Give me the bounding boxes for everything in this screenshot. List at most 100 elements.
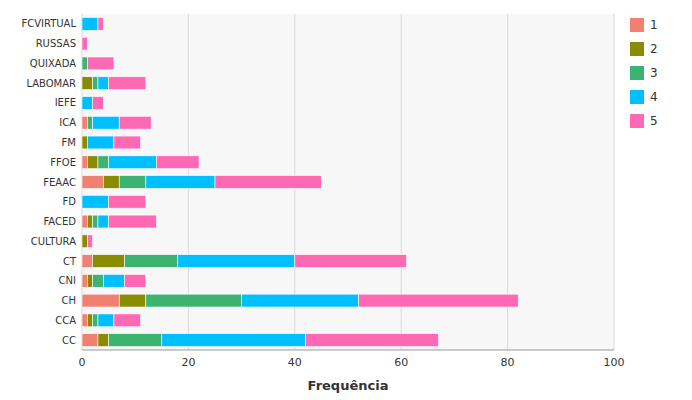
bar-segment	[82, 116, 87, 129]
category-label: IEFE	[55, 97, 76, 108]
x-axis-line	[82, 350, 614, 351]
legend-swatch	[630, 42, 644, 56]
category-label: CULTURA	[31, 236, 76, 247]
x-tick-label: 60	[394, 356, 408, 369]
bar-segment	[305, 334, 438, 347]
legend-label: 1	[650, 18, 658, 32]
bar-segment	[119, 176, 146, 189]
bar-segment	[109, 77, 146, 90]
legend-label: 5	[650, 114, 658, 128]
bar-segment	[114, 314, 141, 327]
category-label: FM	[62, 137, 76, 148]
bar-segment	[93, 116, 120, 129]
x-axis: 020406080100	[79, 350, 625, 369]
bar-segment	[98, 77, 109, 90]
bar-segment	[87, 274, 92, 287]
bar-segment	[82, 156, 87, 169]
x-tick-label: 100	[604, 356, 625, 369]
bar-segment	[98, 314, 114, 327]
bar-segment	[87, 314, 92, 327]
bar-segment	[82, 37, 87, 50]
bar-segment	[146, 176, 215, 189]
bar-segment	[156, 156, 199, 169]
category-label: CC	[62, 335, 76, 346]
category-label: QUIXADA	[30, 58, 76, 69]
category-label: FACED	[44, 216, 77, 227]
bar-segment	[82, 176, 103, 189]
bar-segment	[109, 195, 146, 208]
category-label: RUSSAS	[36, 38, 76, 49]
bar-segment	[87, 215, 92, 228]
category-label: CNI	[59, 275, 76, 286]
bar-segment	[103, 274, 124, 287]
bar-segment	[93, 97, 104, 110]
bar-segment	[82, 77, 93, 90]
bar-segment	[93, 274, 104, 287]
bar-segment	[82, 215, 87, 228]
bar-segment	[109, 215, 157, 228]
bar-segment	[178, 255, 295, 268]
legend-swatch	[630, 90, 644, 104]
category-label: FEAAC	[43, 177, 76, 188]
bar-segment	[125, 255, 178, 268]
x-tick-label: 80	[501, 356, 515, 369]
bar-segment	[295, 255, 407, 268]
bar-segment	[146, 294, 242, 307]
legend: 12345	[630, 18, 658, 128]
x-axis-label: Frequência	[308, 378, 389, 393]
bar-segment	[359, 294, 519, 307]
series-3	[82, 17, 359, 346]
bar-segment	[119, 116, 151, 129]
chart-container: 020406080100FrequênciaFCVIRTUALRUSSASQUI…	[0, 0, 692, 400]
series-2	[82, 57, 242, 347]
legend-swatch	[630, 18, 644, 32]
bar-segment	[98, 156, 109, 169]
plot-background	[82, 14, 614, 350]
bar-segment	[82, 195, 109, 208]
category-label: LABOMAR	[26, 78, 76, 89]
bar-segment	[93, 255, 125, 268]
bar-segment	[119, 294, 146, 307]
series-0	[82, 116, 119, 346]
legend-swatch	[630, 114, 644, 128]
bars	[82, 17, 518, 346]
category-label: ICA	[59, 117, 76, 128]
bar-segment	[82, 57, 87, 70]
category-label: CT	[63, 256, 77, 267]
category-label: CCA	[55, 315, 76, 326]
bar-segment	[82, 274, 87, 287]
legend-swatch	[630, 66, 644, 80]
bar-segment	[82, 314, 87, 327]
bar-segment	[103, 176, 119, 189]
chart: 020406080100FrequênciaFCVIRTUALRUSSASQUI…	[0, 0, 692, 400]
bar-segment	[215, 176, 321, 189]
bar-segment	[125, 274, 146, 287]
bar-segment	[82, 136, 87, 149]
bar-segment	[82, 17, 98, 30]
category-label: FFOE	[50, 157, 76, 168]
grid-line	[614, 14, 615, 350]
category-label: CH	[61, 295, 76, 306]
bar-segment	[87, 136, 114, 149]
legend-label: 2	[650, 42, 658, 56]
bar-segment	[82, 294, 119, 307]
bar-segment	[162, 334, 306, 347]
bar-segment	[98, 215, 109, 228]
bar-segment	[82, 235, 87, 248]
bar-segment	[98, 334, 109, 347]
x-grid	[82, 14, 614, 350]
bar-segment	[82, 255, 93, 268]
category-label: FD	[63, 196, 77, 207]
bar-segment	[82, 97, 93, 110]
bar-segment	[109, 334, 162, 347]
bar-segment	[87, 235, 92, 248]
series-4	[82, 17, 518, 346]
bar-segment	[93, 77, 98, 90]
bar-segment	[114, 136, 141, 149]
bar-segment	[93, 314, 98, 327]
x-tick-label: 40	[288, 356, 302, 369]
bar-segment	[87, 116, 92, 129]
x-tick-label: 0	[79, 356, 86, 369]
legend-label: 4	[650, 90, 658, 104]
bar-segment	[242, 294, 359, 307]
